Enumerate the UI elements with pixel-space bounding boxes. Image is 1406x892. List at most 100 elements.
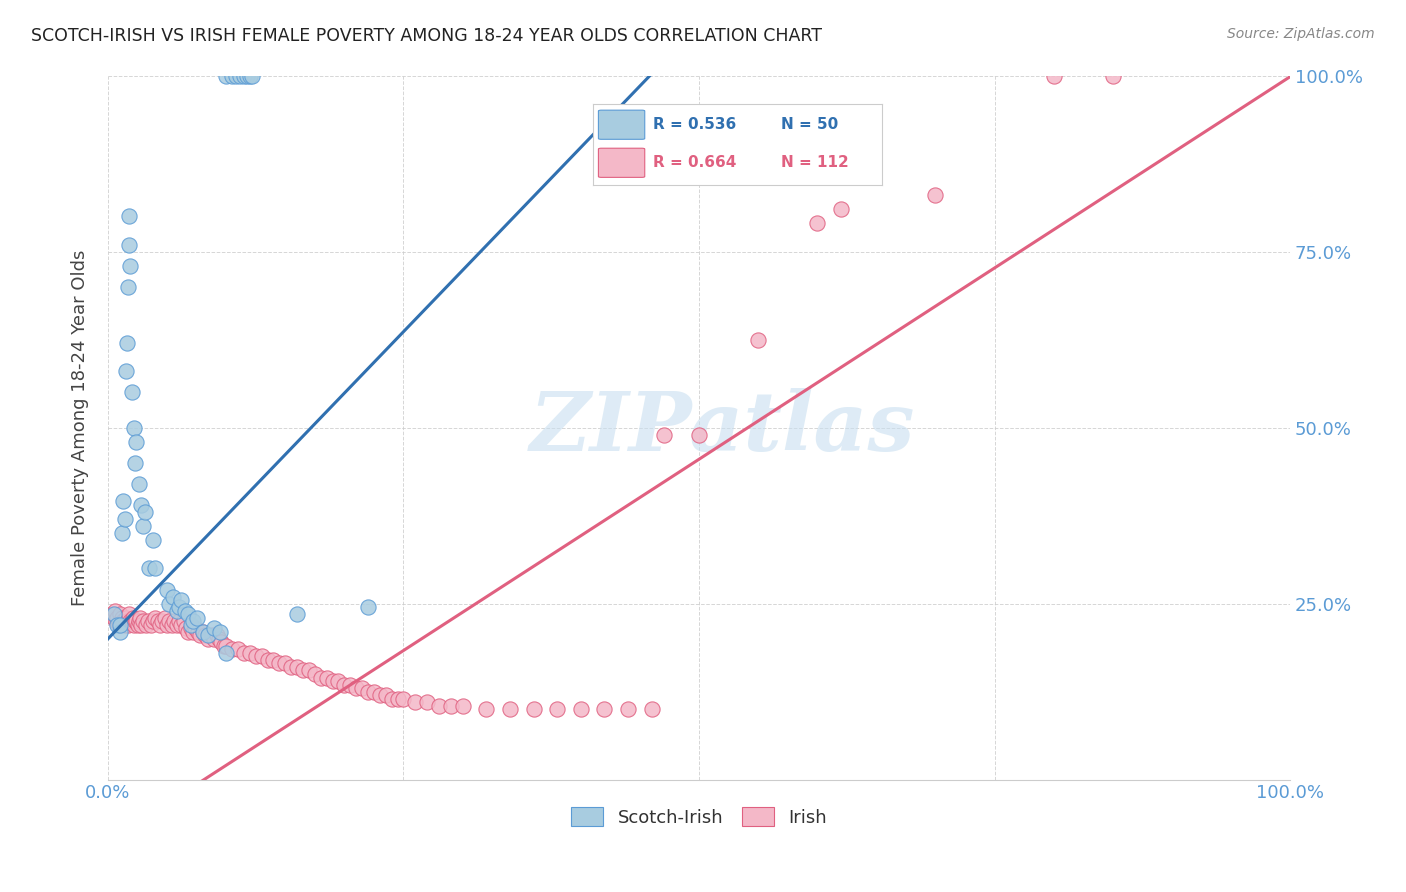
Point bbox=[104, 604, 127, 618]
Point bbox=[124, 456, 146, 470]
Point bbox=[239, 69, 262, 83]
Point bbox=[167, 614, 190, 628]
Point bbox=[475, 702, 498, 716]
Point bbox=[641, 702, 664, 716]
Point bbox=[304, 667, 326, 681]
Point bbox=[245, 649, 267, 664]
Point bbox=[162, 590, 184, 604]
Point bbox=[363, 684, 385, 698]
Point bbox=[256, 653, 278, 667]
Point bbox=[309, 671, 332, 685]
Point bbox=[138, 561, 160, 575]
Point bbox=[139, 617, 162, 632]
Point bbox=[201, 628, 224, 642]
Point bbox=[357, 600, 380, 615]
Point bbox=[135, 617, 157, 632]
Point bbox=[108, 624, 131, 639]
Point bbox=[107, 617, 129, 632]
Point bbox=[163, 614, 186, 628]
Point bbox=[374, 688, 396, 702]
Point bbox=[124, 614, 146, 628]
Point bbox=[159, 614, 181, 628]
Point bbox=[339, 677, 361, 691]
Point bbox=[209, 624, 232, 639]
Point bbox=[240, 69, 263, 83]
Point bbox=[416, 695, 439, 709]
Point bbox=[108, 617, 131, 632]
Point bbox=[114, 617, 136, 632]
Point bbox=[160, 617, 183, 632]
Point bbox=[142, 614, 165, 628]
Point bbox=[212, 639, 235, 653]
Point bbox=[352, 681, 374, 695]
Point bbox=[177, 607, 200, 622]
Point bbox=[114, 512, 136, 526]
Point bbox=[357, 684, 380, 698]
Point bbox=[274, 657, 297, 671]
Point bbox=[108, 607, 131, 622]
Point bbox=[120, 614, 142, 628]
Point bbox=[167, 600, 190, 615]
Point bbox=[208, 632, 231, 646]
Point bbox=[522, 702, 544, 716]
Point bbox=[121, 614, 143, 628]
Point bbox=[100, 607, 122, 622]
Point bbox=[226, 642, 249, 657]
Point bbox=[191, 624, 214, 639]
Point bbox=[111, 610, 134, 624]
Point bbox=[156, 582, 179, 597]
Point bbox=[239, 646, 262, 660]
Text: SCOTCH-IRISH VS IRISH FEMALE POVERTY AMONG 18-24 YEAR OLDS CORRELATION CHART: SCOTCH-IRISH VS IRISH FEMALE POVERTY AMO… bbox=[31, 27, 823, 45]
Point bbox=[322, 673, 344, 688]
Point bbox=[285, 660, 308, 674]
Point bbox=[368, 688, 391, 702]
Point bbox=[121, 610, 143, 624]
Point bbox=[298, 664, 321, 678]
Point bbox=[112, 614, 135, 628]
Point bbox=[121, 385, 143, 400]
Point bbox=[115, 336, 138, 351]
Point bbox=[120, 259, 142, 273]
Y-axis label: Female Poverty Among 18-24 Year Olds: Female Poverty Among 18-24 Year Olds bbox=[72, 250, 89, 606]
Point bbox=[143, 561, 166, 575]
Point bbox=[747, 333, 769, 347]
Point bbox=[184, 621, 207, 635]
Point bbox=[170, 593, 193, 607]
Point bbox=[236, 69, 259, 83]
Point bbox=[112, 494, 135, 508]
Point bbox=[118, 607, 141, 622]
Point bbox=[440, 698, 463, 713]
Point bbox=[232, 69, 254, 83]
Point bbox=[328, 673, 350, 688]
Point bbox=[1101, 69, 1123, 83]
Point bbox=[499, 702, 522, 716]
Point bbox=[263, 653, 285, 667]
Point bbox=[202, 621, 225, 635]
Point bbox=[285, 607, 308, 622]
Point bbox=[149, 617, 172, 632]
Point bbox=[166, 604, 188, 618]
Point bbox=[153, 610, 176, 624]
Point bbox=[186, 610, 208, 624]
Point bbox=[180, 617, 202, 632]
Point bbox=[117, 617, 139, 632]
Point bbox=[593, 702, 616, 716]
Point bbox=[110, 614, 132, 628]
Point bbox=[128, 476, 150, 491]
Point bbox=[150, 614, 173, 628]
Point bbox=[132, 614, 155, 628]
Point bbox=[115, 614, 138, 628]
Point bbox=[427, 698, 450, 713]
Point bbox=[269, 657, 291, 671]
Point bbox=[280, 660, 302, 674]
Point bbox=[125, 434, 148, 449]
Point bbox=[129, 610, 152, 624]
Point bbox=[229, 69, 252, 83]
Point bbox=[344, 681, 367, 695]
Point bbox=[134, 505, 156, 519]
Point bbox=[180, 621, 202, 635]
Point bbox=[315, 671, 337, 685]
Point bbox=[103, 610, 125, 624]
Point bbox=[118, 210, 141, 224]
Point bbox=[114, 610, 136, 624]
